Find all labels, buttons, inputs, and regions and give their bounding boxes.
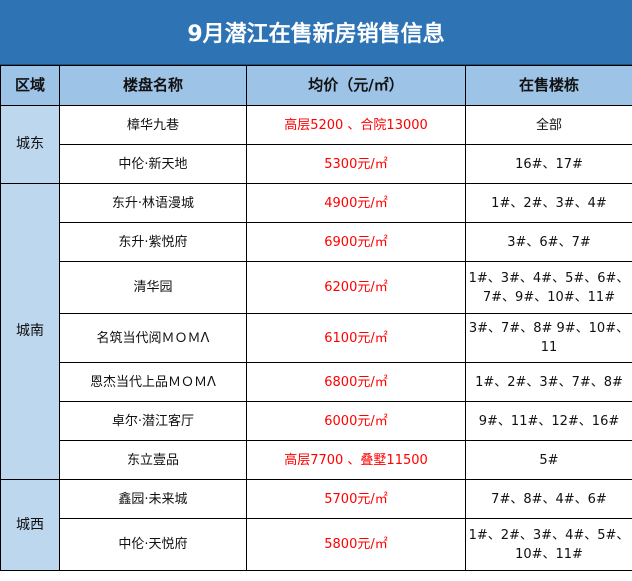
table-row: 中伦·新天地 5300元/㎡ 16#、17# [1, 144, 632, 184]
table-row: 城南 东升·林语漫城 4900元/㎡ 1#、2#、3#、4# [0, 183, 632, 480]
region-cell: 城东 [0, 105, 60, 184]
buildings-cell: 7#、8#、4#、6# [465, 479, 632, 519]
buildings-cell: 16#、17# [465, 144, 632, 184]
table-row: 城东 樟华九巷 高层5200 、合院13000 全部 [0, 105, 632, 184]
header-buildings: 在售楼栋 [465, 65, 632, 106]
price-cell: 高层7700 、叠墅11500 [246, 440, 466, 480]
buildings-cell: 5# [465, 440, 632, 480]
table-row: 中伦·天悦府 5800元/㎡ 1#、2#、3#、4#、5#、10#、11# [1, 518, 632, 571]
buildings-cell: 全部 [465, 105, 632, 145]
price-cell: 4900元/㎡ [246, 183, 466, 223]
project-name-cell: 中伦·天悦府 [59, 518, 247, 571]
project-name-cell: 鑫园·未来城 [59, 479, 247, 519]
price-cell: 高层5200 、合院13000 [246, 105, 466, 145]
price-cell: 6100元/㎡ [246, 313, 466, 363]
price-cell: 5700元/㎡ [246, 479, 466, 519]
region-cell: 城南 [0, 183, 60, 480]
price-cell: 5300元/㎡ [246, 144, 466, 184]
price-cell: 6900元/㎡ [246, 222, 466, 262]
table-row: 名筑当代阅ＭＯＭΛ 6100元/㎡ 3#、7#、8# 9#、10#、11 [1, 313, 632, 363]
table-row: 清华园 6200元/㎡ 1#、3#、4#、5#、6#、7#、9#、10#、11# [1, 261, 632, 314]
price-cell: 6200元/㎡ [246, 261, 466, 314]
header-price: 均价（元/㎡） [246, 65, 466, 106]
project-name-cell: 樟华九巷 [59, 105, 247, 145]
project-name-cell: 东升·紫悦府 [59, 222, 247, 262]
sales-table: 区域 楼盘名称 均价（元/㎡） 在售楼栋 城东 樟华九巷 高层5200 、合院130… [0, 65, 632, 571]
buildings-cell: 3#、7#、8# 9#、10#、11 [465, 313, 632, 363]
price-cell: 6000元/㎡ [246, 401, 466, 441]
buildings-cell: 1#、2#、3#、4#、5#、10#、11# [465, 518, 632, 571]
price-cell: 6800元/㎡ [246, 362, 466, 402]
buildings-cell: 3#、6#、7# [465, 222, 632, 262]
project-name-cell: 东升·林语漫城 [59, 183, 247, 223]
header-region: 区域 [0, 65, 60, 106]
price-cell: 5800元/㎡ [246, 518, 466, 571]
buildings-cell: 1#、2#、3#、7#、8# [465, 362, 632, 402]
header-name: 楼盘名称 [59, 65, 247, 106]
buildings-cell: 1#、3#、4#、5#、6#、7#、9#、10#、11# [465, 261, 632, 314]
project-name-cell: 卓尔·潜江客厅 [59, 401, 247, 441]
table-row: 东立壹品 高层7700 、叠墅11500 5# [1, 440, 632, 480]
table-row: 东升·紫悦府 6900元/㎡ 3#、6#、7# [1, 222, 632, 262]
table-row: 卓尔·潜江客厅 6000元/㎡ 9#、11#、12#、16# [1, 401, 632, 441]
project-name-cell: 中伦·新天地 [59, 144, 247, 184]
buildings-cell: 1#、2#、3#、4# [465, 183, 632, 223]
page-title: 9月潜江在售新房销售信息 [0, 0, 632, 65]
buildings-cell: 9#、11#、12#、16# [465, 401, 632, 441]
project-name-cell: 清华园 [59, 261, 247, 314]
region-cell: 城西 [0, 479, 60, 571]
table-row: 城西 鑫园·未来城 5700元/㎡ 7#、8#、4#、6# [0, 479, 632, 571]
header-row: 区域 楼盘名称 均价（元/㎡） 在售楼栋 [0, 65, 632, 106]
table-row: 恩杰当代上品ＭＯＭΛ 6800元/㎡ 1#、2#、3#、7#、8# [1, 362, 632, 402]
project-name-cell: 东立壹品 [59, 440, 247, 480]
project-name-cell: 恩杰当代上品ＭＯＭΛ [59, 362, 247, 402]
project-name-cell: 名筑当代阅ＭＯＭΛ [59, 313, 247, 363]
